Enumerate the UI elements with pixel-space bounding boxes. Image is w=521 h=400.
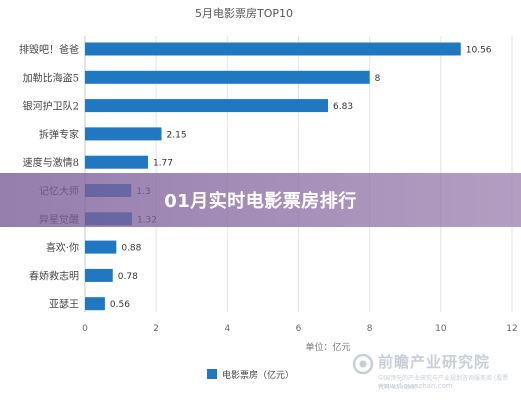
bar: [85, 297, 105, 311]
bar: [85, 99, 329, 113]
watermark-url: www.d.qianzhan.com: [378, 382, 453, 390]
value-label: 1.77: [153, 159, 173, 169]
overlay-banner: 01月实时电影票房排行: [0, 173, 521, 227]
x-tick-label: 6: [296, 324, 302, 334]
category-labels: 排毁吧！爸爸加勒比海盗5银河护卫队2拆弹专家速度与激情8记忆大师异星觉醒喜欢·你…: [19, 43, 79, 311]
category-label: 春娇救志明: [29, 269, 79, 282]
overlay-title: 01月实时电影票房排行: [164, 191, 357, 212]
category-label: 加勒比海盗5: [23, 71, 79, 84]
category-label: 速度与激情8: [23, 156, 79, 169]
x-tick-label: 8: [367, 324, 373, 334]
value-label: 0.88: [121, 244, 141, 254]
axis-unit-label: 单位：亿元: [305, 341, 350, 353]
legend-swatch: [207, 369, 217, 379]
value-label: 10.56: [466, 46, 492, 56]
bar: [85, 127, 162, 141]
value-label: 6.83: [333, 102, 353, 112]
category-label: 亚瑟王: [49, 299, 79, 311]
x-tick-label: 2: [153, 324, 159, 334]
x-tick-label: 10: [435, 324, 447, 334]
watermark-logo-icon: [352, 353, 374, 375]
watermark-brand: 前瞻产业研究院: [378, 353, 491, 371]
x-tick-label: 0: [82, 324, 88, 334]
chart-title: 5月电影票房TOP10: [195, 7, 293, 20]
bar: [85, 70, 370, 84]
x-tick-label: 4: [224, 324, 230, 334]
value-label: 8: [375, 74, 381, 84]
value-label: 2.15: [167, 130, 187, 140]
bar: [85, 268, 113, 282]
category-label: 喜欢·你: [46, 241, 79, 254]
x-tick-label: 12: [506, 324, 517, 334]
bar: [85, 240, 117, 254]
category-label: 排毁吧！爸爸: [19, 43, 79, 56]
value-label: 0.56: [110, 300, 130, 310]
x-tick-labels: 0 2 4 6 8 10 12: [82, 324, 518, 334]
legend-label: 电影票房（亿元）: [222, 369, 294, 381]
watermark-subtitle: 中国领先的产业研究与产业规划咨询服务商 (股票代码 839599): [378, 375, 509, 391]
category-label: 拆弹专家: [39, 128, 79, 141]
category-label: 银河护卫队2: [23, 100, 79, 113]
value-label: 0.78: [118, 272, 138, 282]
bar: [85, 42, 461, 56]
bar: [85, 155, 148, 169]
watermark: 前瞻产业研究院 中国领先的产业研究与产业规划咨询服务商 (股票代码 839599…: [352, 351, 512, 396]
